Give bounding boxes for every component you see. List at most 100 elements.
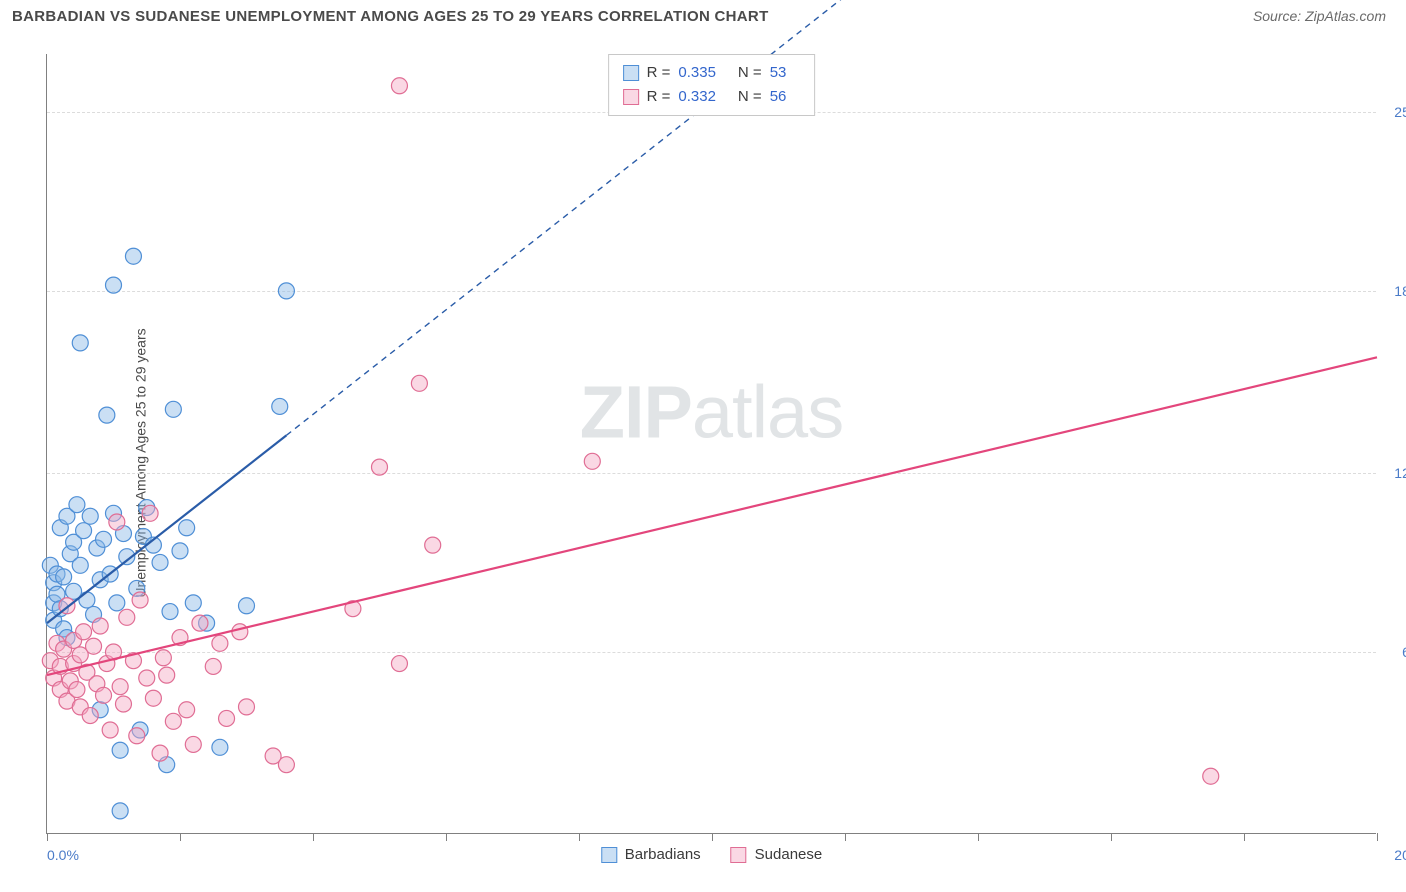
scatter-point [165, 401, 181, 417]
y-tick-label: 25.0% [1382, 104, 1406, 120]
legend-row-sudanese: R = 0.332 N = 56 [623, 85, 801, 109]
scatter-point [372, 459, 388, 475]
scatter-point [102, 722, 118, 738]
scatter-point [96, 531, 112, 547]
scatter-point [205, 658, 221, 674]
y-tick-label: 6.3% [1382, 644, 1406, 660]
scatter-point [232, 624, 248, 640]
scatter-point [112, 679, 128, 695]
x-tick [1244, 833, 1245, 841]
x-tick [180, 833, 181, 841]
legend-row-barbadians: R = 0.335 N = 53 [623, 61, 801, 85]
scatter-point [425, 537, 441, 553]
scatter-point [112, 803, 128, 819]
source-attribution: Source: ZipAtlas.com [1253, 8, 1386, 24]
scatter-point [129, 728, 145, 744]
scatter-point [119, 609, 135, 625]
scatter-point [212, 739, 228, 755]
scatter-point [584, 453, 600, 469]
legend-item-sudanese: Sudanese [731, 846, 823, 863]
scatter-point [99, 407, 115, 423]
scatter-point [106, 277, 122, 293]
scatter-point [155, 650, 171, 666]
scatter-point [82, 508, 98, 524]
chart-title: BARBADIAN VS SUDANESE UNEMPLOYMENT AMONG… [12, 8, 769, 25]
n-value-sudanese: 56 [770, 85, 787, 109]
scatter-point [159, 667, 175, 683]
x-tick [1377, 833, 1378, 841]
scatter-point [239, 598, 255, 614]
scatter-point [172, 543, 188, 559]
scatter-point [192, 615, 208, 631]
scatter-point [391, 78, 407, 94]
scatter-point [109, 595, 125, 611]
scatter-point [69, 497, 85, 513]
scatter-point [96, 687, 112, 703]
x-tick [978, 833, 979, 841]
scatter-point [72, 557, 88, 573]
y-tick-label: 12.5% [1382, 465, 1406, 481]
scatter-point [185, 736, 201, 752]
scatter-point [179, 520, 195, 536]
scatter-point [152, 554, 168, 570]
scatter-point [1203, 768, 1219, 784]
n-label: N = [738, 61, 762, 85]
chart-container: Unemployment Among Ages 25 to 29 years Z… [0, 34, 1406, 892]
x-tick [845, 833, 846, 841]
x-tick [47, 833, 48, 841]
scatter-point [112, 742, 128, 758]
scatter-point [162, 604, 178, 620]
scatter-point [411, 375, 427, 391]
legend-label: Sudanese [755, 846, 823, 863]
scatter-point [152, 745, 168, 761]
n-label: N = [738, 85, 762, 109]
scatter-point [76, 624, 92, 640]
scatter-point [145, 690, 161, 706]
x-tick [579, 833, 580, 841]
swatch-barbadians [623, 65, 639, 81]
plot-area: ZIPatlas 6.3%12.5%18.8%25.0% 0.0%20.0% R… [46, 54, 1376, 834]
scatter-point [72, 335, 88, 351]
scatter-point [69, 682, 85, 698]
scatter-point [272, 398, 288, 414]
plot-svg [47, 54, 1376, 833]
scatter-point [115, 696, 131, 712]
scatter-point [125, 248, 141, 264]
x-tick [446, 833, 447, 841]
x-tick-label: 0.0% [47, 847, 79, 863]
legend-stats: R = 0.335 N = 53 R = 0.332 N = 56 [608, 54, 816, 116]
r-label: R = [647, 85, 671, 109]
r-value-barbadians: 0.335 [678, 61, 716, 85]
trend-line [47, 357, 1377, 675]
scatter-point [239, 699, 255, 715]
scatter-point [132, 592, 148, 608]
x-tick [313, 833, 314, 841]
x-tick [712, 833, 713, 841]
scatter-point [165, 713, 181, 729]
swatch-icon [601, 847, 617, 863]
scatter-point [185, 595, 201, 611]
scatter-point [86, 638, 102, 654]
scatter-point [278, 757, 294, 773]
scatter-point [142, 505, 158, 521]
scatter-point [82, 708, 98, 724]
scatter-point [76, 523, 92, 539]
x-tick-label: 20.0% [1394, 847, 1406, 863]
legend-label: Barbadians [625, 846, 701, 863]
r-value-sudanese: 0.332 [678, 85, 716, 109]
n-value-barbadians: 53 [770, 61, 787, 85]
legend-series: Barbadians Sudanese [601, 846, 822, 863]
scatter-point [179, 702, 195, 718]
scatter-point [391, 656, 407, 672]
scatter-point [219, 710, 235, 726]
scatter-point [56, 569, 72, 585]
r-label: R = [647, 61, 671, 85]
swatch-sudanese [623, 89, 639, 105]
scatter-point [109, 514, 125, 530]
scatter-point [212, 635, 228, 651]
legend-item-barbadians: Barbadians [601, 846, 701, 863]
scatter-point [92, 618, 108, 634]
scatter-point [79, 592, 95, 608]
swatch-icon [731, 847, 747, 863]
scatter-point [139, 670, 155, 686]
